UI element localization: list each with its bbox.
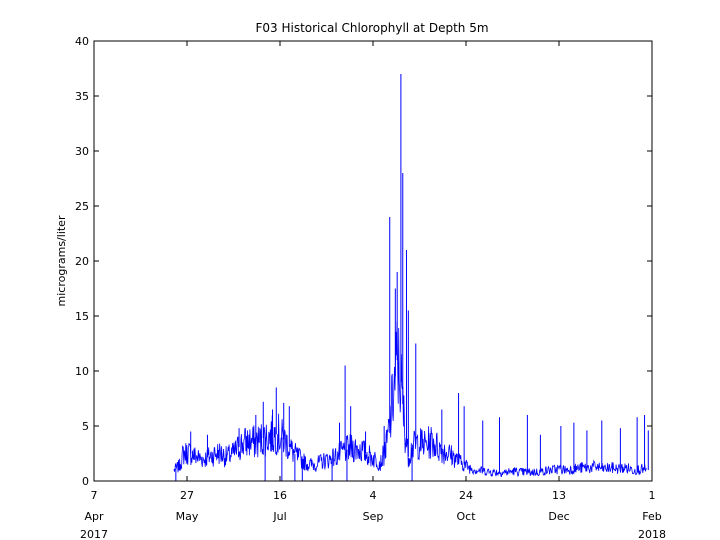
x-month-label: Dec (548, 510, 569, 523)
x-tick-label: 16 (273, 489, 287, 502)
x-tick-label: 13 (552, 489, 566, 502)
x-month-label: Oct (456, 510, 476, 523)
x-year-label: 2018 (638, 528, 666, 540)
plot-frame (93, 40, 653, 482)
y-tick-label: 40 (75, 35, 89, 48)
x-tick-label: 24 (459, 489, 473, 502)
x-axis: 7 Apr 2017 27 May 16 Jul 4 Sep 24 Oct 13 Dec 1 Feb 2018 (80, 41, 666, 540)
y-tick-label: 0 (82, 475, 89, 488)
x-tick-label: 4 (370, 489, 377, 502)
y-tick-label: 20 (75, 255, 89, 268)
y-tick-label: 35 (75, 90, 89, 103)
x-tick-label: 7 (91, 489, 98, 502)
y-tick-label: 10 (75, 365, 89, 378)
x-year-label: 2017 (80, 528, 108, 540)
x-month-label: May (176, 510, 199, 523)
y-tick-label: 15 (75, 310, 89, 323)
y-tick-label: 30 (75, 145, 89, 158)
plot-series (173, 74, 649, 481)
y-tick-label: 5 (82, 420, 89, 433)
y-axis-label: micrograms/liter (55, 215, 68, 306)
x-month-label: Sep (363, 510, 384, 523)
chart-title: F03 Historical Chlorophyll at Depth 5m (255, 21, 488, 35)
y-axis: 0 5 10 15 20 25 30 35 40 (75, 35, 652, 488)
series-line (173, 321, 647, 478)
x-tick-label: 27 (180, 489, 194, 502)
x-month-label: Apr (84, 510, 104, 523)
y-tick-label: 25 (75, 200, 89, 213)
x-month-label: Feb (642, 510, 661, 523)
x-tick-label: 1 (649, 489, 656, 502)
x-month-label: Jul (272, 510, 286, 523)
